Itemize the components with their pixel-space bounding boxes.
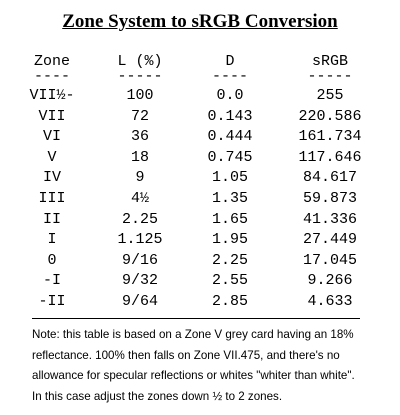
- header-rule: ----: [33, 68, 71, 85]
- table-cell: 2.25: [121, 210, 159, 228]
- zone-label: I: [47, 231, 57, 249]
- table-cell: 9.266: [307, 272, 353, 290]
- table-cell: 100: [126, 87, 154, 104]
- zone-label: VI: [42, 128, 62, 146]
- table-cell: 17.045: [302, 251, 358, 269]
- zone-label: VII½-: [29, 87, 75, 104]
- table-cell: 2.85: [211, 293, 249, 310]
- table-cell: 9: [135, 169, 145, 187]
- header-rule: -----: [307, 68, 353, 85]
- table-cell: 117.646: [298, 148, 362, 166]
- note-line: allowance for specular reflections or wh…: [32, 369, 355, 382]
- note-line: Note: this table is based on a Zone V gr…: [32, 328, 354, 341]
- zone-label: 0: [47, 251, 57, 269]
- header-rule: ----: [211, 68, 249, 85]
- zone-label: VII: [38, 107, 66, 125]
- table-cell: 4½: [130, 190, 150, 207]
- table-cell: 27.449: [302, 231, 358, 249]
- table-cell: 9/32: [121, 272, 159, 290]
- table-cell: 18: [130, 148, 150, 166]
- header-rule: -----: [117, 68, 163, 85]
- table-cell: 1.125: [117, 231, 163, 249]
- table-cell: 1.95: [211, 231, 249, 249]
- zone-label: -I: [42, 272, 62, 290]
- table-cell: 2.25: [211, 251, 249, 269]
- zone-label: IV: [42, 169, 62, 187]
- separator: [32, 318, 360, 319]
- table-cell: 255: [316, 87, 344, 104]
- column-header: Zone: [33, 53, 71, 70]
- table-cell: 41.336: [302, 210, 358, 228]
- table-cell: 0.143: [207, 107, 253, 125]
- zone-label: II: [42, 210, 62, 228]
- table-cell: 161.734: [298, 128, 362, 146]
- table-cell: 4.633: [307, 293, 353, 310]
- title: Zone System to sRGB Conversion: [62, 11, 338, 32]
- zone-label: -II: [38, 293, 66, 310]
- zone-label: III: [38, 190, 66, 207]
- column-header: L (%): [117, 53, 163, 70]
- note-line: reflectance. 100% then falls on Zone VII…: [32, 348, 340, 362]
- table-cell: 9/16: [121, 251, 159, 269]
- table-cell: 72: [130, 107, 150, 125]
- table-cell: 1.35: [211, 190, 249, 207]
- table-cell: 220.586: [298, 107, 362, 125]
- table-cell: 59.873: [302, 190, 358, 207]
- table-cell: 0.745: [207, 148, 253, 166]
- zone-label: V: [47, 148, 57, 166]
- table-cell: 84.617: [302, 169, 358, 187]
- column-header: sRGB: [311, 53, 349, 70]
- table-cell: 1.05: [211, 169, 249, 187]
- table-cell: 1.65: [211, 210, 249, 228]
- table-cell: 36: [130, 128, 150, 146]
- table-cell: 0.444: [207, 128, 253, 146]
- note-line: In this case adjust the zones down ½ to …: [32, 389, 283, 403]
- column-header: D: [225, 53, 235, 70]
- table-cell: 9/64: [121, 293, 159, 310]
- table-cell: 0.0: [216, 87, 244, 104]
- table-cell: 2.55: [211, 272, 249, 290]
